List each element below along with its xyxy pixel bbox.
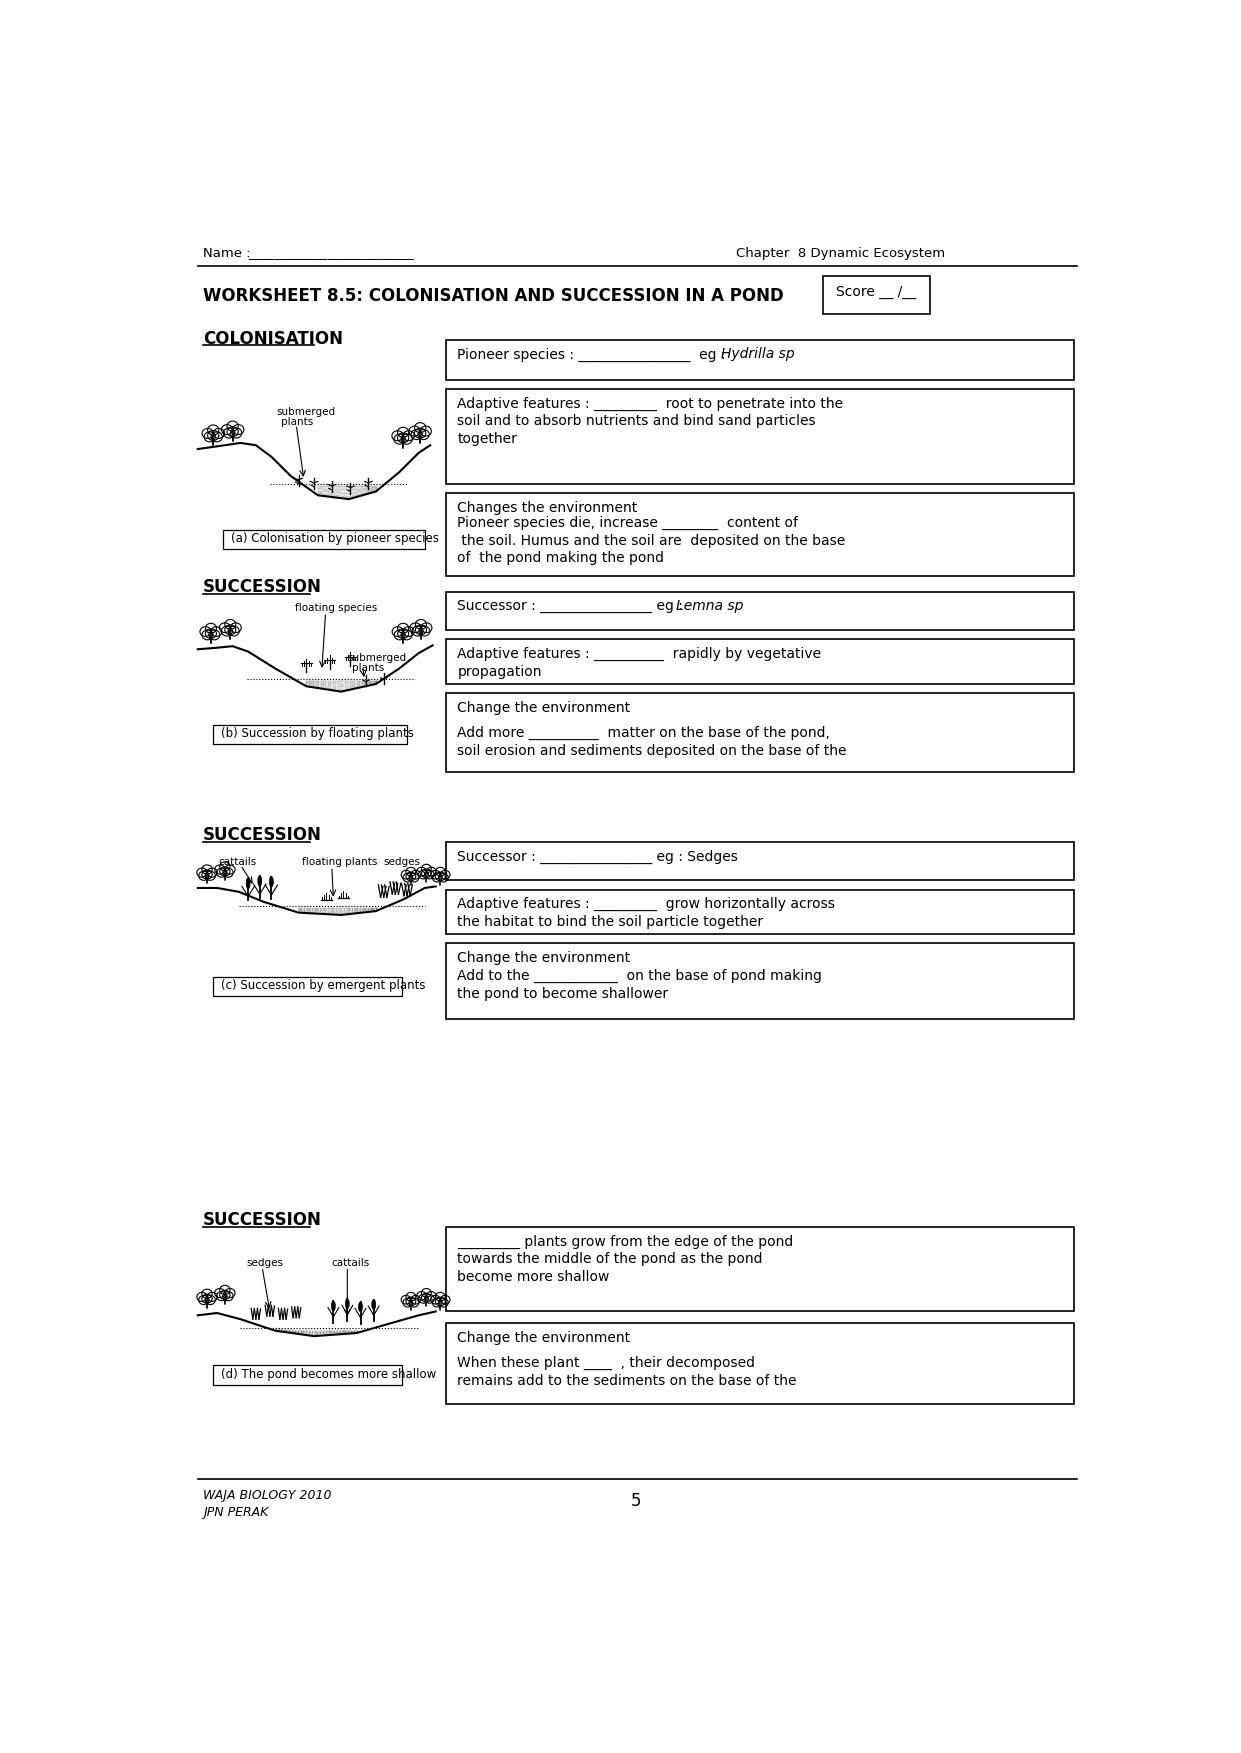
Text: SUCCESSION: SUCCESSION (204, 826, 323, 845)
Text: soil and to absorb nutrients and bind sand particles: soil and to absorb nutrients and bind sa… (458, 414, 817, 428)
Text: cattails: cattails (331, 1257, 370, 1267)
Text: plants: plants (280, 417, 313, 426)
Text: Score __ /__: Score __ /__ (835, 286, 916, 300)
Text: sedges: sedges (383, 857, 421, 868)
Bar (823, 275, 930, 314)
Bar (446, 889, 1073, 934)
Ellipse shape (258, 876, 262, 887)
Text: COLONISATION: COLONISATION (204, 330, 344, 347)
Text: JPN PERAK: JPN PERAK (204, 1506, 268, 1518)
Text: Adaptive features : _________  grow horizontally across: Adaptive features : _________ grow horiz… (458, 898, 835, 912)
Text: Change the environment: Change the environment (458, 952, 630, 966)
Text: become more shallow: become more shallow (458, 1269, 609, 1283)
Text: Successor : ________________ eg : Sedges: Successor : ________________ eg : Sedges (458, 850, 738, 864)
Text: _________ plants grow from the edge of the pond: _________ plants grow from the edge of t… (458, 1234, 794, 1248)
Text: Add more __________  matter on the base of the pond,: Add more __________ matter on the base o… (458, 726, 830, 740)
Ellipse shape (246, 878, 251, 889)
Text: SUCCESSION: SUCCESSION (204, 578, 323, 596)
Text: the soil. Humus and the soil are  deposited on the base: the soil. Humus and the soil are deposit… (458, 533, 845, 547)
Text: floating species: floating species (294, 603, 377, 614)
Bar (446, 389, 1073, 484)
Ellipse shape (331, 1301, 335, 1311)
Text: (c) Succession by emergent plants: (c) Succession by emergent plants (221, 978, 426, 992)
Text: (d) The pond becomes more shallow: (d) The pond becomes more shallow (221, 1367, 437, 1381)
Text: submerged: submerged (347, 654, 407, 663)
Bar (446, 692, 1073, 773)
Text: Hydrilla sp: Hydrilla sp (721, 347, 794, 361)
Bar (446, 493, 1073, 577)
Bar (446, 841, 1073, 880)
Text: Chapter  8 Dynamic Ecosystem: Chapter 8 Dynamic Ecosystem (736, 247, 946, 259)
Text: propagation: propagation (458, 664, 542, 678)
Text: WORKSHEET 8.5: COLONISATION AND SUCCESSION IN A POND: WORKSHEET 8.5: COLONISATION AND SUCCESSI… (204, 287, 784, 305)
Text: the pond to become shallower: the pond to become shallower (458, 987, 669, 1001)
Text: Add to the ____________  on the base of pond making: Add to the ____________ on the base of p… (458, 969, 823, 983)
Text: Pioneer species die, increase ________  content of: Pioneer species die, increase ________ c… (458, 515, 798, 529)
Bar (446, 640, 1073, 684)
Text: submerged: submerged (277, 407, 336, 417)
Text: Change the environment: Change the environment (458, 701, 630, 715)
Text: (a) Colonisation by pioneer species: (a) Colonisation by pioneer species (231, 533, 439, 545)
Bar (213, 976, 402, 996)
Text: Change the environment: Change the environment (458, 1331, 630, 1345)
Text: of  the pond making the pond: of the pond making the pond (458, 552, 664, 566)
Text: Name :: Name : (204, 247, 256, 259)
Bar (213, 1366, 402, 1385)
Text: Changes the environment: Changes the environment (458, 501, 638, 515)
Bar (213, 724, 407, 743)
Text: floating plants: floating plants (303, 857, 377, 868)
Text: SUCCESSION: SUCCESSION (204, 1211, 323, 1229)
Text: cattails: cattails (218, 857, 257, 868)
Text: together: together (458, 433, 517, 445)
Text: _________________________: _________________________ (248, 247, 413, 259)
Bar (446, 591, 1073, 629)
Text: the habitat to bind the soil particle together: the habitat to bind the soil particle to… (458, 915, 763, 929)
Text: Pioneer species : ________________  eg :: Pioneer species : ________________ eg : (458, 347, 730, 361)
Bar (223, 529, 424, 549)
Text: sedges: sedges (247, 1257, 284, 1267)
Ellipse shape (269, 876, 273, 887)
Bar (446, 943, 1073, 1018)
Ellipse shape (372, 1299, 376, 1309)
Bar (446, 340, 1073, 380)
Text: WAJA BIOLOGY 2010: WAJA BIOLOGY 2010 (204, 1488, 331, 1502)
Text: Successor : ________________ eg :: Successor : ________________ eg : (458, 600, 688, 614)
Text: towards the middle of the pond as the pond: towards the middle of the pond as the po… (458, 1252, 763, 1266)
Bar (446, 1227, 1073, 1311)
Text: plants: plants (352, 663, 385, 673)
Text: Adaptive features : __________  rapidly by vegetative: Adaptive features : __________ rapidly b… (458, 647, 822, 661)
Ellipse shape (359, 1302, 362, 1311)
Text: When these plant ____  , their decomposed: When these plant ____ , their decomposed (458, 1357, 756, 1371)
Text: Adaptive features : _________  root to penetrate into the: Adaptive features : _________ root to pe… (458, 396, 844, 410)
Text: remains add to the sediments on the base of the: remains add to the sediments on the base… (458, 1374, 797, 1388)
Ellipse shape (345, 1299, 349, 1309)
Bar (446, 1324, 1073, 1404)
Text: soil erosion and sediments deposited on the base of the: soil erosion and sediments deposited on … (458, 743, 846, 757)
Text: (b) Succession by floating plants: (b) Succession by floating plants (221, 727, 414, 740)
Text: Lemna sp: Lemna sp (676, 600, 743, 614)
Text: 5: 5 (630, 1492, 640, 1511)
